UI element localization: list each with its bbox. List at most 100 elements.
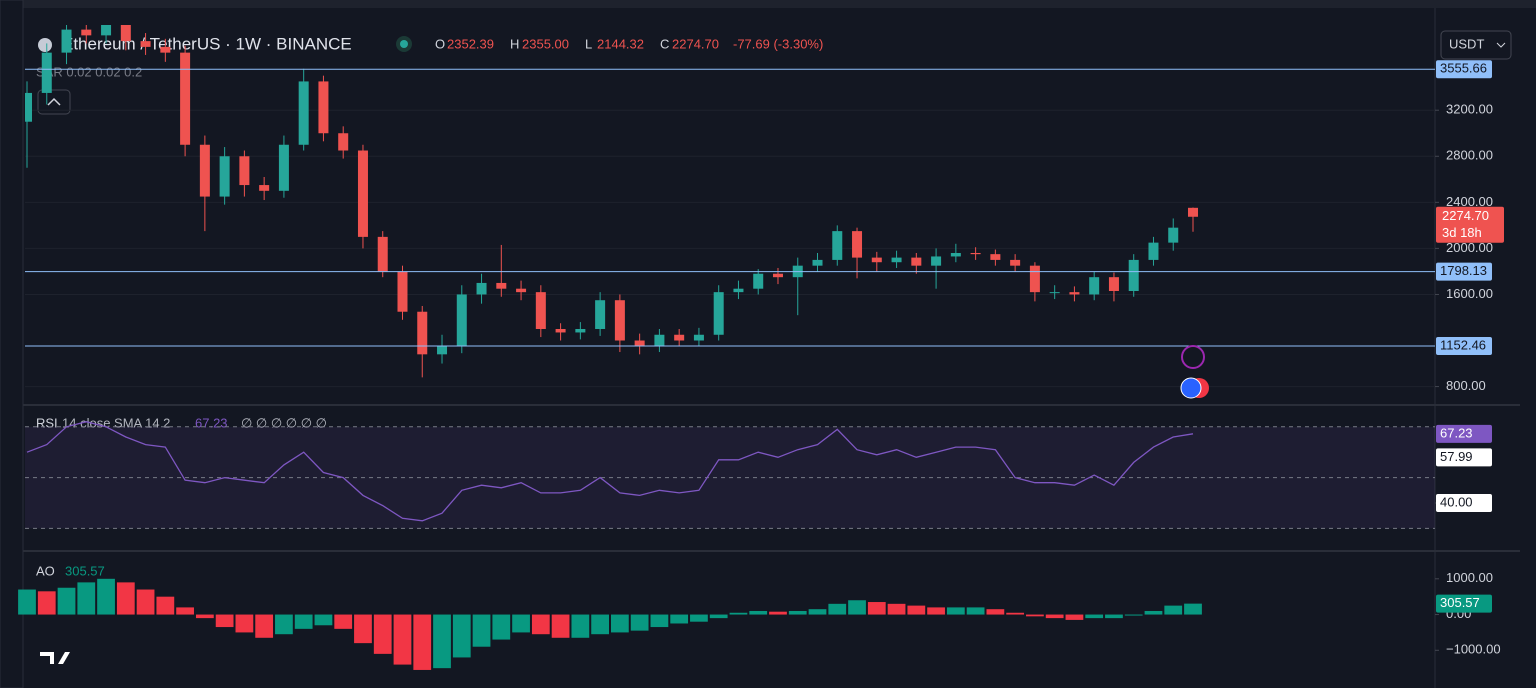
candle-body bbox=[990, 254, 1001, 260]
candle-body bbox=[1049, 292, 1060, 294]
currency-select[interactable] bbox=[1440, 30, 1512, 60]
candle-body bbox=[1188, 207, 1198, 217]
candle-body bbox=[101, 25, 112, 36]
rsi-last-label-box bbox=[1436, 424, 1492, 443]
ao-bar bbox=[275, 614, 293, 635]
candle-body bbox=[595, 300, 606, 329]
ao-bar bbox=[867, 602, 886, 615]
candle-body bbox=[318, 81, 329, 134]
candle-body bbox=[338, 133, 349, 151]
candle-body bbox=[1168, 227, 1179, 243]
ao-bar bbox=[393, 614, 412, 665]
candle-body bbox=[180, 52, 191, 145]
legend-key: L bbox=[585, 36, 592, 51]
ao-bar bbox=[512, 614, 530, 633]
candle-body bbox=[891, 257, 902, 263]
ao-bar bbox=[630, 614, 649, 631]
indicator-label: SAR 0.02 0.02 0.2 bbox=[36, 64, 142, 79]
candle-body bbox=[199, 144, 210, 197]
candle-body bbox=[535, 292, 546, 329]
ao-bar bbox=[1164, 605, 1183, 615]
ao-bar bbox=[1105, 614, 1123, 619]
candle-body bbox=[278, 144, 289, 191]
hline-label-box bbox=[1436, 336, 1492, 355]
candle-body bbox=[733, 288, 744, 293]
candle-body bbox=[516, 288, 527, 293]
legend-value: 2144.32 bbox=[597, 36, 644, 51]
candle-body bbox=[1128, 259, 1139, 291]
candle-body bbox=[496, 282, 507, 289]
y-tick-label: 1600.00 bbox=[1446, 286, 1493, 301]
y-tick-label: 800.00 bbox=[1446, 378, 1486, 393]
ao-bar bbox=[235, 614, 254, 633]
hline-label: 3555.66 bbox=[1440, 61, 1487, 76]
ao-bar bbox=[531, 614, 550, 635]
candles bbox=[25, 25, 1435, 388]
candle-body bbox=[772, 273, 783, 278]
ao-bar bbox=[354, 614, 372, 644]
ao-bar bbox=[907, 605, 926, 615]
candle-body bbox=[634, 340, 645, 347]
market-status-dot bbox=[400, 40, 408, 48]
candle-body bbox=[81, 29, 92, 36]
legend-change: -77.69 (-3.30%) bbox=[733, 36, 823, 51]
candle-body bbox=[298, 81, 309, 145]
ao-bar bbox=[37, 591, 56, 615]
candle-body bbox=[456, 294, 467, 347]
candle-body bbox=[832, 231, 843, 260]
last-price-label: 2274.70 bbox=[1442, 208, 1489, 223]
candle-body bbox=[693, 334, 704, 341]
logo bbox=[40, 652, 70, 664]
y-tick-label: 2400.00 bbox=[1446, 194, 1493, 209]
ao-bar bbox=[808, 609, 827, 615]
candle-body bbox=[397, 271, 408, 312]
ao-bar bbox=[729, 612, 748, 615]
candle-body bbox=[476, 282, 487, 295]
legend-key: C bbox=[660, 36, 669, 51]
ao-bar bbox=[1045, 614, 1064, 619]
event-icon bbox=[1181, 345, 1205, 369]
countdown: 3d 18h bbox=[1442, 225, 1482, 240]
hline-label: 1798.13 bbox=[1440, 263, 1487, 278]
collapse-button[interactable] bbox=[37, 89, 71, 115]
ao-bar bbox=[927, 607, 945, 615]
legend-key: O bbox=[435, 36, 445, 51]
ao-bar bbox=[946, 607, 965, 615]
ao-bar bbox=[452, 614, 471, 658]
ao-bar bbox=[788, 610, 807, 615]
candle-body bbox=[259, 185, 270, 191]
rsi-sma-label: 57.99 bbox=[1440, 449, 1473, 464]
rsi-tick-box: 40.00 bbox=[1440, 494, 1473, 509]
ao-value: 305.57 bbox=[65, 563, 105, 578]
y-tick-label: 2800.00 bbox=[1446, 148, 1493, 163]
ao-bar bbox=[670, 614, 689, 624]
candle-body bbox=[1069, 292, 1080, 295]
ao-bar bbox=[966, 607, 985, 615]
ao-bar bbox=[848, 600, 866, 615]
hline-label-box bbox=[1436, 262, 1492, 281]
ao-bar bbox=[887, 603, 906, 615]
candle-body bbox=[812, 259, 823, 266]
ao-bar bbox=[57, 587, 76, 615]
ao-bar bbox=[176, 607, 194, 615]
candle-body bbox=[239, 156, 250, 186]
ao-bar bbox=[433, 614, 451, 669]
ao-bar bbox=[1124, 614, 1143, 616]
left-toolbar bbox=[0, 0, 24, 688]
candle-body bbox=[357, 150, 368, 237]
candle-body bbox=[674, 334, 685, 341]
top-toolbar bbox=[0, 0, 1536, 8]
ao-bar bbox=[1184, 603, 1202, 615]
candle-body bbox=[219, 156, 230, 197]
ao-bar bbox=[749, 610, 768, 615]
dropdown-arrow bbox=[1496, 42, 1506, 48]
ao-bar bbox=[18, 589, 36, 615]
symbol-title: Ethereum / TetherUS · 1W · BINANCE bbox=[62, 34, 352, 53]
legend-key: H bbox=[510, 36, 519, 51]
candle-body bbox=[120, 25, 131, 42]
candle-body bbox=[614, 300, 625, 341]
ao-bar bbox=[136, 589, 155, 615]
ao-bar bbox=[156, 596, 175, 615]
